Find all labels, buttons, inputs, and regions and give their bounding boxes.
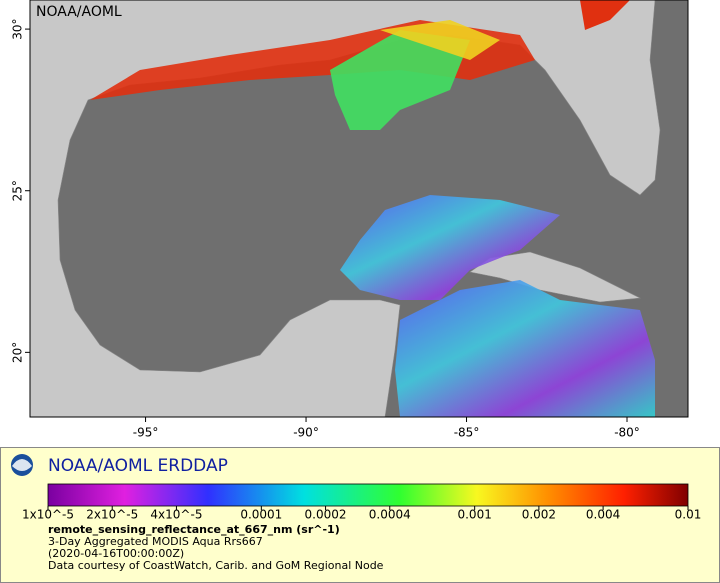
colorbar-tick-label: 1x10^-5 [22,508,74,522]
x-tick-label: -85° [454,426,480,440]
noaa-logo-bird [12,459,32,471]
colorbar-tick-label: 0.0002 [305,508,347,522]
caribbean-data [395,280,655,417]
atlantic-plume [580,0,630,30]
south-data [340,195,560,300]
legend-box [0,447,720,583]
variable-name: remote_sensing_reflectance_at_667_nm (sr… [48,523,340,536]
y-tick-label: 20° [11,342,25,363]
plume-yellow [380,20,500,60]
colorbar-tick-label: 0.0001 [240,508,282,522]
watermark: NOAA/AOML [36,4,122,20]
land [29,0,661,418]
y-tick-label: 30° [11,18,25,39]
legend-title: NOAA/AOML ERDDAP [48,456,228,476]
plume-green [330,30,470,130]
legend-line: Data courtesy of CoastWatch, Carib. and … [48,559,384,572]
map-frame [29,0,689,418]
legend-line: (2020-04-16T00:00:00Z) [48,547,184,560]
colorbar-tick-label: 0.001 [457,508,491,522]
colorbar-tick-label: 0.004 [586,508,620,522]
y-tick-label: 25° [11,180,25,201]
x-tick-label: -95° [133,426,159,440]
x-tick-label: -90° [293,426,319,440]
colorbar-tick-label: 2x10^-5 [86,508,138,522]
colorbar-tick-label: 0.01 [675,508,702,522]
colorbar-tick-label: 4x10^-5 [150,508,202,522]
x-tick-label: -80° [614,426,640,440]
colorbar [47,483,689,507]
colorbar-tick-label: 0.002 [522,508,556,522]
colorbar-tick-label: 0.0004 [369,508,411,522]
legend-line: 3-Day Aggregated MODIS Aqua Rrs667 [48,535,263,548]
